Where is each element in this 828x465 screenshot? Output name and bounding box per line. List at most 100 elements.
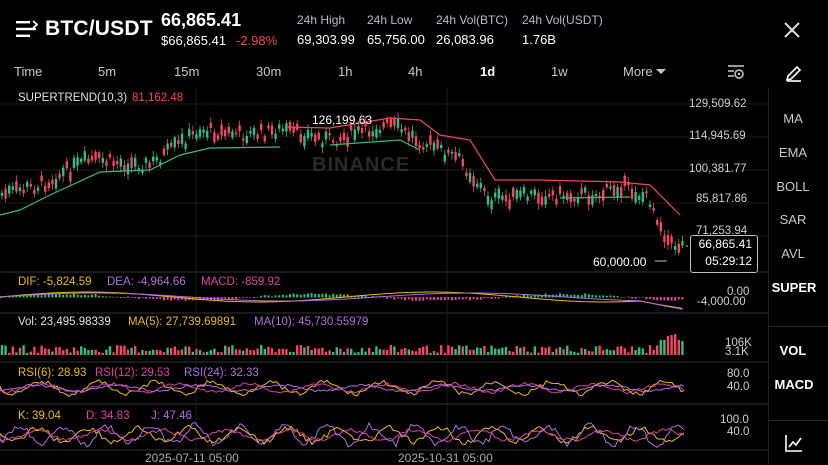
current-price-value: 66,865.41 [698,237,752,251]
volume-bar [551,352,554,355]
candle [616,187,619,197]
candle [666,235,670,245]
candle [299,134,302,143]
indicator-macd[interactable]: MACD [774,377,814,392]
candle [396,118,400,128]
candle [321,143,324,148]
candle [605,183,608,188]
volume-bar [159,350,162,355]
macd-bar [328,295,331,298]
indicator-boll[interactable]: BOLL [776,179,810,194]
candle [29,183,32,187]
macd-bar [346,294,349,298]
indicator-super[interactable]: SUPER [771,280,817,295]
candlestick-chart[interactable] [0,88,768,464]
volume-bar [130,347,133,355]
indicator-ema[interactable]: EMA [778,145,808,160]
volume-bar [519,347,522,355]
candle [533,189,536,196]
indicator-chart-icon[interactable] [784,433,804,458]
candle [62,167,65,177]
macd-bar [541,294,543,298]
volume-bar [389,345,392,355]
volume-bar [281,348,284,355]
indicator-avl[interactable]: AVL [781,246,805,261]
macd-bar [83,294,86,298]
candle [209,122,212,128]
macd-bar [22,295,25,298]
volume-bar [634,350,637,355]
volume-bar [299,345,302,355]
supertrend-up-line [0,146,281,216]
candle [206,130,209,138]
candle [126,163,130,175]
macd-dif-line [0,291,683,309]
volume-bar [526,351,529,355]
volume-bar [602,350,605,355]
volume-bar [321,347,324,355]
candle [335,144,338,147]
candle [303,136,306,147]
volume-bar [386,349,389,355]
tab-15m[interactable]: 15m [174,64,200,79]
macd-bar [47,293,50,298]
vol-ma10: MA(10): 45,730.55979 [254,316,369,328]
tab-4h[interactable]: 4h [408,64,423,79]
menu-icon[interactable] [16,20,39,38]
tab-time[interactable]: Time [14,64,43,79]
macd-bar [433,297,435,301]
candle [465,172,468,177]
chart-settings-icon[interactable] [727,63,747,86]
close-icon[interactable] [782,20,802,40]
tab-1w[interactable]: 1w [551,64,568,79]
candle [170,142,173,147]
candle [519,190,522,198]
macd-bar [649,297,651,299]
macd-bar [458,297,461,300]
y-axis-label: 114,945.69 [689,130,746,142]
volume-bar [94,349,97,355]
indicator-vol[interactable]: VOL [779,343,807,358]
rsi24-line [0,383,685,393]
macd-bar [411,297,414,301]
candle [594,194,598,197]
tab-5m[interactable]: 5m [98,64,117,79]
tab-30m[interactable]: 30m [256,64,282,79]
macd-bar [62,294,65,298]
candle [558,186,562,195]
macd-bar [429,297,432,301]
candle [389,119,392,128]
volume-bar [173,346,176,355]
sidebar-divider [768,326,828,327]
candle [645,191,648,194]
tab-1d[interactable]: 1d [480,64,496,79]
more-dropdown[interactable]: More [623,64,653,79]
macd-bar [613,295,615,298]
candle [108,153,112,158]
indicator-ma[interactable]: MA [783,111,803,126]
rsi6-value: RSI(6): 28.93 [18,367,87,379]
tab-1h[interactable]: 1h [338,64,353,79]
volume-bar [310,349,313,355]
trading-pair[interactable]: BTC/USDT [45,17,153,40]
macd-bar [278,295,281,298]
indicator-sar[interactable]: SAR [779,212,807,227]
volume-bar [335,347,338,355]
draw-pen-icon[interactable] [784,62,804,87]
stat-value-vol-usdt: 1.76B [522,32,556,47]
macd-bar [422,297,425,301]
macd-bar [307,293,309,298]
volume-bar [62,350,65,355]
volume-bar [630,346,634,355]
candle [400,129,403,133]
vol-ma5: MA(5): 27,739.69891 [128,316,237,328]
macd-bar [33,295,36,298]
volume-bar [112,352,115,355]
macd-bar [256,297,259,298]
candle [324,131,328,140]
macd-bar [325,293,327,298]
volume-bar [303,347,306,355]
volume-bar [162,352,166,355]
candle [386,119,389,123]
candle [576,197,580,203]
